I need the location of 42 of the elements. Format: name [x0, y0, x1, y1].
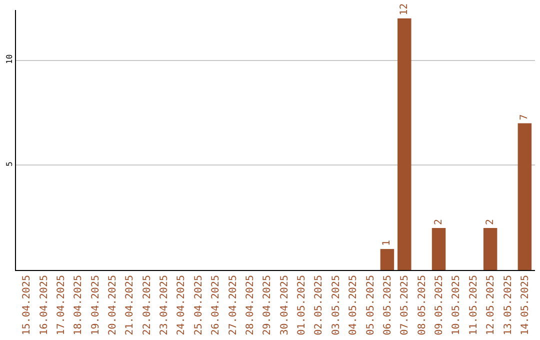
x-tick-label: 30.04.2025	[279, 275, 290, 336]
y-tick-label: 5	[4, 161, 14, 166]
bar	[380, 249, 394, 270]
bar	[483, 228, 498, 270]
x-tick-label: 08.05.2025	[416, 275, 428, 336]
x-tick-label: 05.05.2025	[365, 275, 376, 336]
x-tick-label: 23.04.2025	[159, 275, 170, 336]
x-tick-label: 06.05.2025	[382, 275, 394, 336]
bar	[432, 228, 446, 270]
x-tick-label: 01.05.2025	[296, 275, 308, 336]
x-tick-label: 17.04.2025	[56, 275, 67, 336]
x-tick-label: 20.04.2025	[107, 275, 118, 336]
x-tick-label: 13.05.2025	[502, 275, 514, 336]
x-tick-label: 25.04.2025	[193, 275, 204, 336]
x-tick-label: 27.04.2025	[228, 275, 239, 336]
x-tick-label: 15.04.2025	[22, 275, 33, 336]
data-label: 2	[433, 219, 444, 226]
bar	[398, 18, 412, 270]
data-label: 2	[484, 219, 496, 226]
x-tick-label: 16.04.2025	[38, 275, 50, 336]
x-tick-label: 28.04.2025	[244, 275, 256, 336]
x-tick-label: 21.04.2025	[124, 275, 136, 336]
x-tick-label: 09.05.2025	[434, 275, 446, 336]
x-tick-label: 04.05.2025	[348, 275, 360, 336]
x-tick-label: 12.05.2025	[486, 275, 497, 336]
x-tick-label: 19.04.2025	[90, 275, 102, 336]
x-tick-label: 22.04.2025	[142, 275, 153, 336]
x-tick-label: 26.04.2025	[210, 275, 222, 336]
data-label: 12	[398, 3, 410, 16]
data-label: 7	[519, 114, 530, 120]
x-tick-label: 07.05.2025	[400, 275, 411, 336]
x-tick-label: 14.05.2025	[520, 275, 531, 336]
x-tick-label: 24.04.2025	[176, 275, 188, 336]
x-tick-label: 29.04.2025	[262, 275, 274, 336]
x-tick-label: 10.05.2025	[451, 275, 462, 336]
x-tick-label: 03.05.2025	[330, 275, 342, 336]
x-tick-label: 18.04.2025	[73, 275, 84, 336]
y-tick-label: 10	[4, 54, 14, 64]
x-tick-label: 11.05.2025	[468, 275, 480, 336]
bar	[518, 123, 532, 270]
data-label: 1	[382, 240, 393, 246]
x-tick-label: 02.05.2025	[314, 275, 325, 336]
